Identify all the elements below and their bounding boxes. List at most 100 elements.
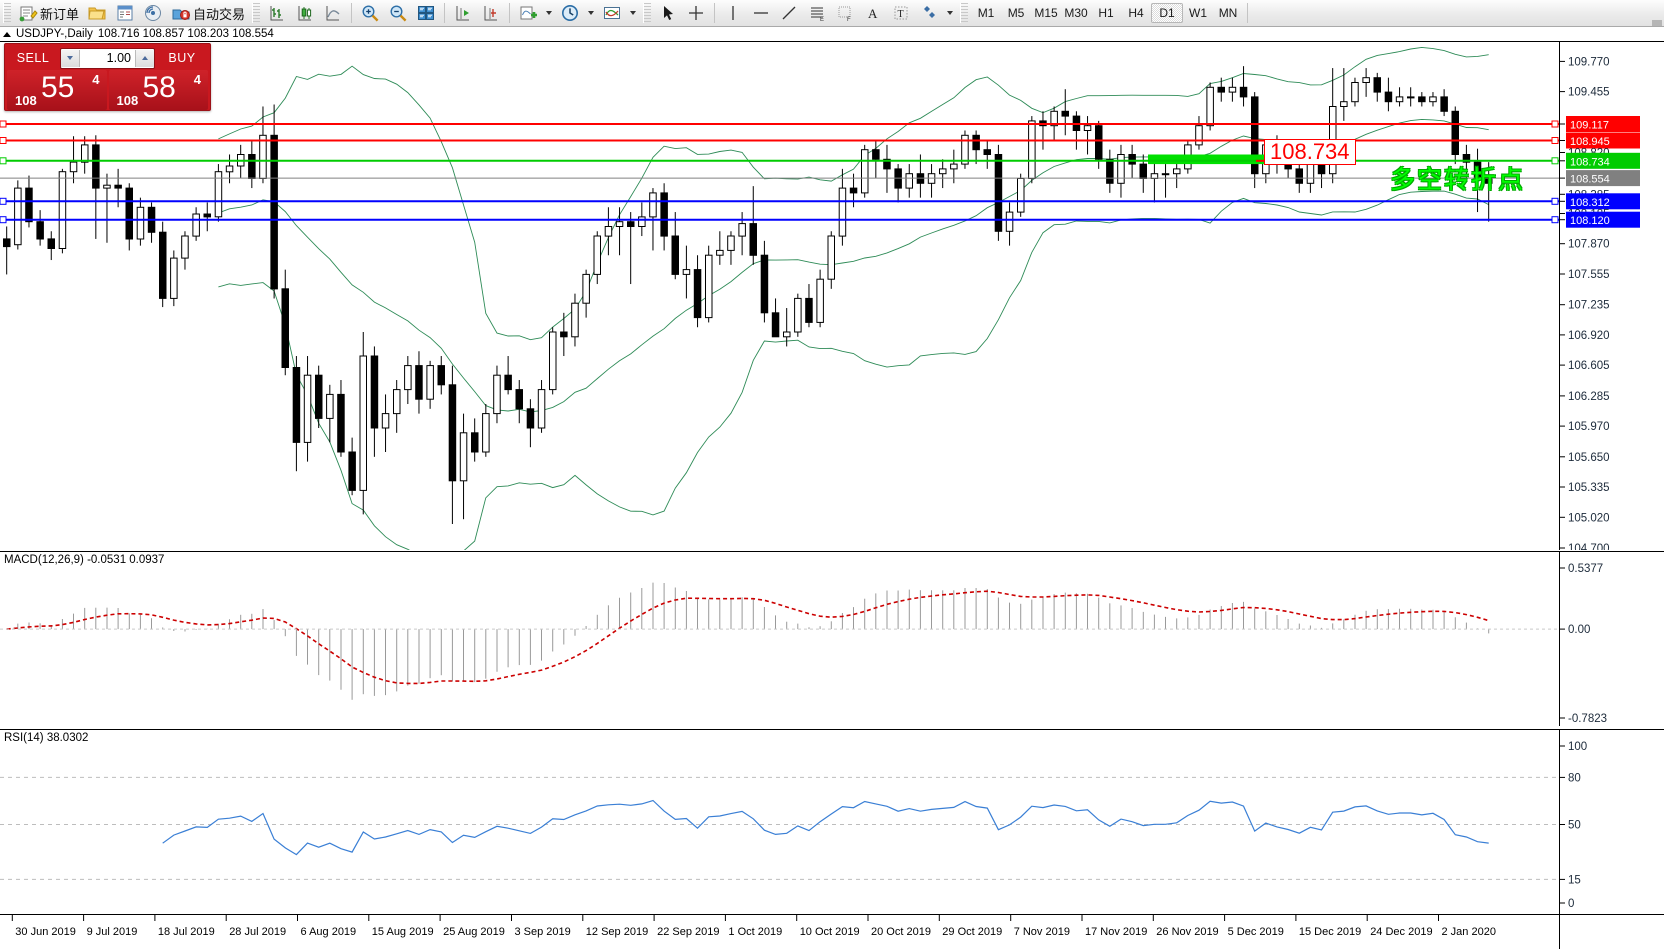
auto-trading-button[interactable]: 自动交易: [167, 0, 249, 26]
volume-decrement-button[interactable]: [61, 49, 80, 67]
one-click-trading-panel[interactable]: SELL 1.00 BUY 108 55 4 108 58 4: [4, 43, 211, 111]
indicators-icon: [518, 3, 538, 23]
buy-price-prefix: 108: [116, 93, 139, 108]
buy-button[interactable]: BUY: [168, 51, 196, 65]
svg-text:17 Nov 2019: 17 Nov 2019: [1085, 926, 1147, 938]
toolbar-separator-5: [1247, 3, 1249, 23]
chart-scrollbar-thumb[interactable]: [1652, 20, 1662, 26]
timeframe-d1[interactable]: D1: [1151, 3, 1184, 23]
tile-windows-button[interactable]: [412, 0, 440, 26]
svg-text:108.312: 108.312: [1570, 197, 1610, 209]
svg-text:28 Jul 2019: 28 Jul 2019: [229, 926, 286, 938]
svg-text:18 Jul 2019: 18 Jul 2019: [158, 926, 215, 938]
svg-text:E: E: [820, 17, 824, 23]
pivot-price-annotation[interactable]: 108.734: [1264, 139, 1356, 165]
text-icon: A: [863, 3, 883, 23]
signal-button[interactable]: [139, 0, 167, 26]
candlestick-button[interactable]: [291, 0, 319, 26]
hline-icon: [751, 3, 771, 23]
text-button[interactable]: A: [859, 0, 887, 26]
bar-chart-button[interactable]: [263, 0, 291, 26]
sell-price-box[interactable]: 108 55 4: [7, 70, 107, 110]
timeframe-h1[interactable]: H1: [1098, 6, 1114, 20]
svg-text:T: T: [898, 9, 904, 20]
timeframe-m15[interactable]: M15: [1034, 6, 1058, 20]
line-chart-button[interactable]: [319, 0, 347, 26]
toolbar-separator-4: [714, 3, 716, 23]
label-button[interactable]: T: [887, 0, 915, 26]
sell-price-prefix: 108: [15, 93, 37, 108]
timeframe-m30[interactable]: M30: [1064, 6, 1088, 20]
svg-text:25 Aug 2019: 25 Aug 2019: [443, 926, 505, 938]
timeframe-m1[interactable]: M1: [977, 6, 995, 20]
timeframe-mn[interactable]: MN: [1218, 6, 1238, 20]
price-chart-svg: 109.770109.455109.117108.945108.820108.7…: [0, 46, 1640, 550]
shapes-button[interactable]: [915, 0, 943, 26]
svg-text:50: 50: [1568, 820, 1581, 832]
macd-title: MACD(12,26,9) -0.0531 0.0937: [4, 554, 165, 566]
cursor-icon: [658, 3, 678, 23]
svg-text:109.455: 109.455: [1568, 87, 1610, 99]
svg-text:22 Sep 2019: 22 Sep 2019: [657, 926, 719, 938]
period-button[interactable]: [556, 0, 584, 26]
svg-text:105.650: 105.650: [1568, 452, 1610, 464]
zoom-in-button[interactable]: [356, 0, 384, 26]
toolbar-grip-4[interactable]: [960, 3, 969, 23]
main-toolbar: 新订单 自动交易: [0, 0, 1664, 27]
svg-text:100: 100: [1568, 741, 1587, 753]
svg-text:-0.7823: -0.7823: [1568, 713, 1607, 725]
tile-windows-icon: [416, 3, 436, 23]
templates-caret-icon[interactable]: [630, 11, 637, 15]
toolbar-grip-3[interactable]: [643, 3, 652, 23]
trendline-button[interactable]: [775, 0, 803, 26]
macd-pane[interactable]: MACD(12,26,9) -0.0531 0.0937 0.5377 0.00 -…: [0, 551, 1664, 726]
svg-text:104.700: 104.700: [1568, 543, 1610, 550]
new-order-button[interactable]: 新订单: [14, 0, 83, 26]
vline-button[interactable]: [719, 0, 747, 26]
sell-button[interactable]: SELL: [16, 51, 50, 65]
channel-button[interactable]: F: [831, 0, 859, 26]
svg-text:105.970: 105.970: [1568, 421, 1610, 433]
auto-scroll-button[interactable]: [477, 0, 505, 26]
time-axis: 30 Jun 2019 9 Jul 2019 18 Jul 2019 28 Jul 2…: [0, 914, 1664, 949]
rsi-pane[interactable]: RSI(14) 38.0302 100 80 50 15 0: [0, 729, 1664, 915]
price-chart-pane[interactable]: 109.770109.455109.117108.945108.820108.7…: [0, 41, 1664, 550]
svg-text:108.554: 108.554: [1570, 174, 1610, 186]
hline-button[interactable]: [747, 0, 775, 26]
indicators-caret-icon[interactable]: [546, 11, 553, 15]
timeframe-w1[interactable]: W1: [1189, 6, 1208, 20]
toolbar-grip[interactable]: [3, 3, 11, 23]
crosshair-button[interactable]: [682, 0, 710, 26]
volume-value[interactable]: 1.00: [106, 51, 131, 65]
timeframe-h4[interactable]: H4: [1128, 6, 1144, 20]
svg-text:108.945: 108.945: [1570, 136, 1610, 148]
templates-button[interactable]: [598, 0, 626, 26]
volume-increment-button[interactable]: [135, 49, 154, 67]
toolbar-grip-2[interactable]: [252, 3, 261, 23]
chinese-note-annotation[interactable]: 多空转折点: [1390, 165, 1526, 194]
data-window-button[interactable]: [111, 0, 139, 26]
line-chart-icon: [323, 3, 343, 23]
folder-button[interactable]: [83, 0, 111, 26]
svg-text:108.120: 108.120: [1570, 215, 1610, 227]
candlestick-icon: [295, 3, 315, 23]
svg-text:F: F: [847, 17, 851, 23]
new-order-icon: [18, 3, 38, 23]
timeframe-m5[interactable]: M5: [1007, 6, 1025, 20]
volume-stepper[interactable]: 1.00: [60, 47, 155, 69]
fibo-button[interactable]: E: [803, 0, 831, 26]
buy-price-box[interactable]: 108 58 4: [108, 70, 208, 110]
chevron-up-icon: [142, 56, 148, 60]
shapes-caret-icon[interactable]: [947, 11, 954, 15]
sell-price-fraction: 4: [92, 72, 100, 87]
indicators-button[interactable]: [514, 0, 542, 26]
zoom-out-button[interactable]: [384, 0, 412, 26]
svg-text:80: 80: [1568, 772, 1581, 784]
buy-price-big: 58: [142, 71, 176, 104]
collapse-triangle-icon[interactable]: [3, 31, 11, 37]
rsi-svg: 100 80 50 15 0: [0, 741, 1587, 910]
shift-end-button[interactable]: [449, 0, 477, 26]
chart-ohlc-label: 108.716 108.857 108.203 108.554: [97, 28, 274, 40]
cursor-button[interactable]: [654, 0, 682, 26]
period-caret-icon[interactable]: [588, 11, 595, 15]
